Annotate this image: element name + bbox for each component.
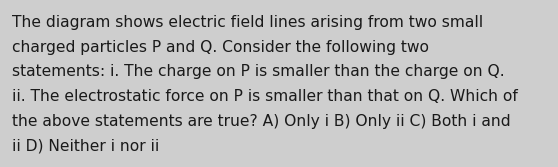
Text: The diagram shows electric field lines arising from two small: The diagram shows electric field lines a… xyxy=(12,15,483,30)
Text: charged particles P and Q. Consider the following two: charged particles P and Q. Consider the … xyxy=(12,40,429,55)
Text: statements: i. The charge on P is smaller than the charge on Q.: statements: i. The charge on P is smalle… xyxy=(12,64,505,79)
Text: ii D) Neither i nor ii: ii D) Neither i nor ii xyxy=(12,139,160,154)
Text: the above statements are true? A) Only i B) Only ii C) Both i and: the above statements are true? A) Only i… xyxy=(12,114,511,129)
Text: ii. The electrostatic force on P is smaller than that on Q. Which of: ii. The electrostatic force on P is smal… xyxy=(12,89,518,104)
